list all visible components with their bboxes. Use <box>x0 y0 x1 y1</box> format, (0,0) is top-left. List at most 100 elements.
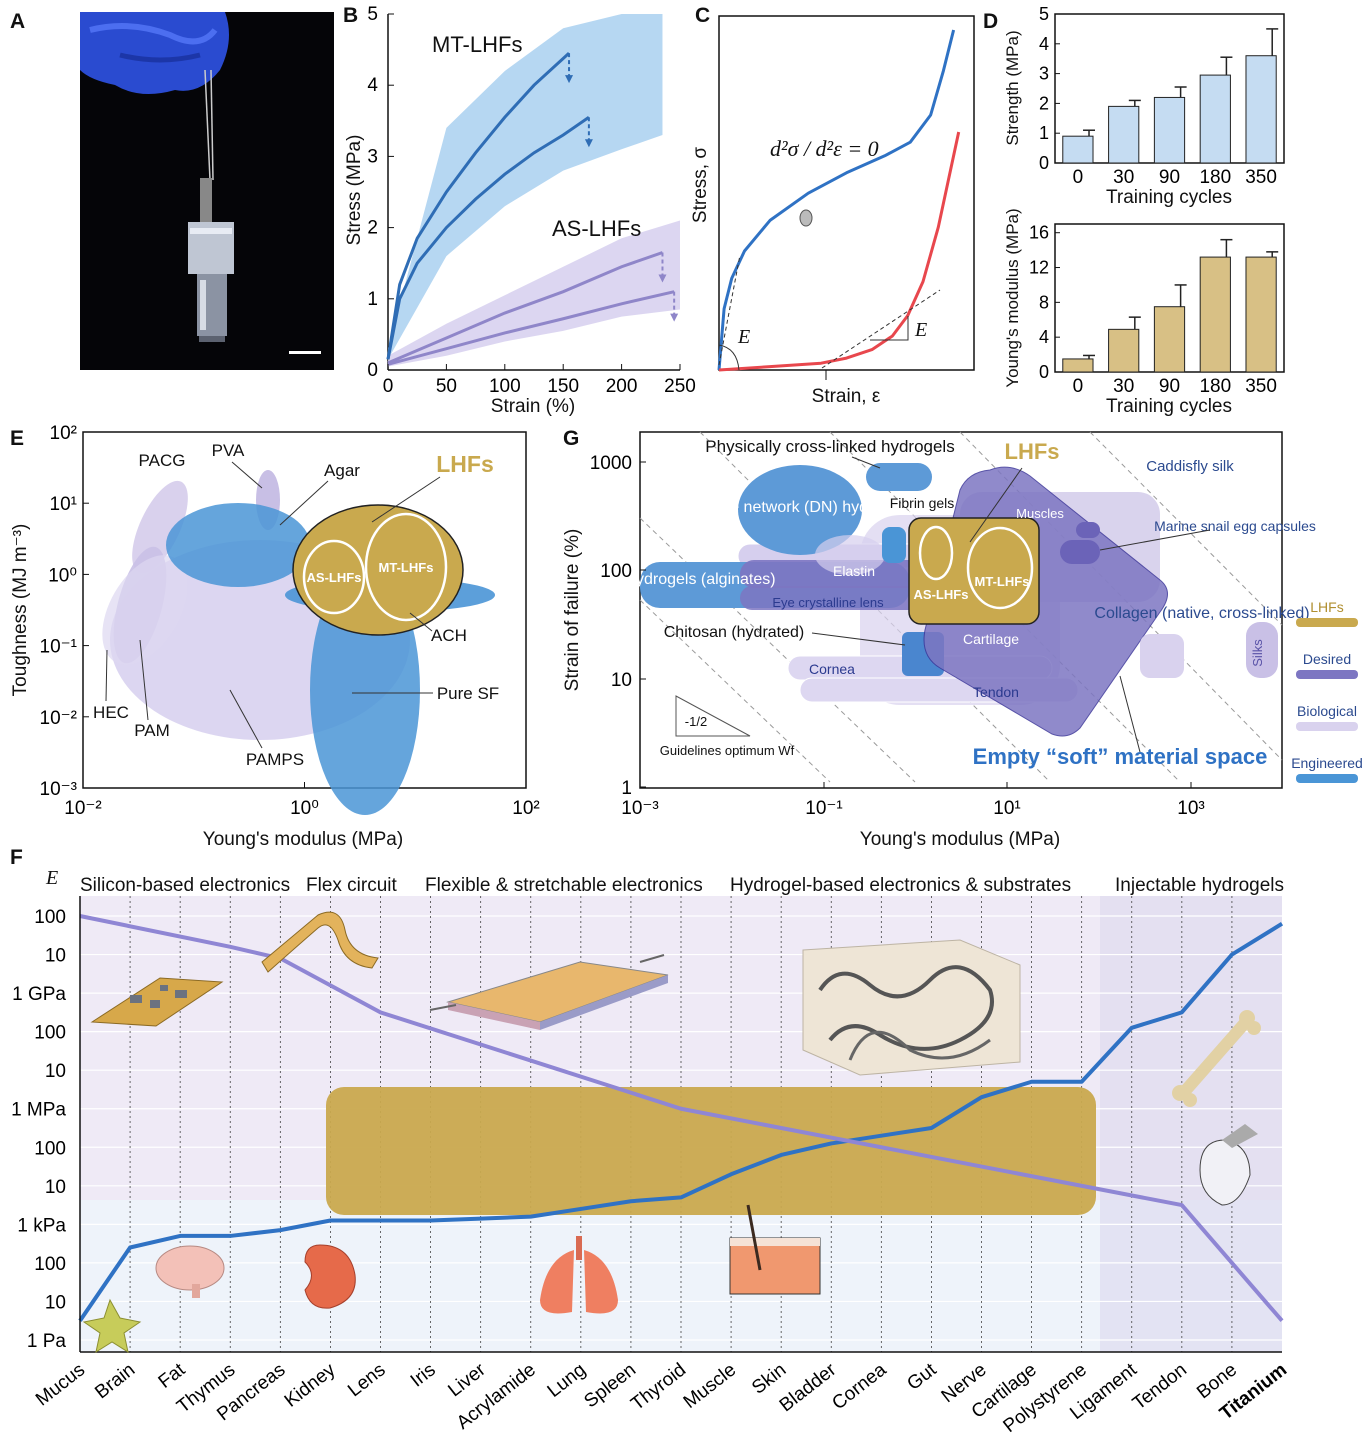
region-label: MT-LHFs <box>379 560 434 575</box>
category-label: Iris <box>407 1359 440 1391</box>
starfish-illustration <box>82 1298 142 1354</box>
section-label: Flex circuit <box>306 875 398 896</box>
y-tick-label: 8 <box>1039 292 1049 312</box>
ashby-strain-chart-g: Physically cross-linked hydrogels LHFs C… <box>562 431 1363 850</box>
region-label: Elastin <box>833 563 875 579</box>
legend-label: Engineered <box>1291 755 1363 771</box>
region-label: PAM <box>134 721 170 740</box>
region-label: Agar <box>324 461 360 480</box>
region-label: Pure SF <box>437 684 499 703</box>
category-label: Mucus <box>32 1359 89 1410</box>
x-tick-label: 0 <box>1073 376 1084 397</box>
flex-circuit-illustration <box>261 911 379 973</box>
x-tick-label: 150 <box>547 376 579 397</box>
region-label: PACG <box>139 451 186 470</box>
x-tick-label: 200 <box>606 376 638 397</box>
photo-panel-a <box>80 12 334 370</box>
x-tick-label: 90 <box>1159 376 1180 397</box>
bar <box>1062 358 1094 373</box>
y-tick-label: 10⁻² <box>40 708 78 729</box>
x-tick-label: 10⁻² <box>64 798 102 819</box>
region-label: Double network (DN) hydrogels <box>688 499 911 516</box>
panel-label-c: C <box>695 4 710 27</box>
x-tick-label: 10³ <box>1177 798 1204 819</box>
y-tick-label: 10 <box>45 946 66 967</box>
y-axis-label: Stress (MPa) <box>344 135 365 246</box>
category-label: Kidney <box>281 1359 340 1412</box>
y-axis-label: E <box>45 867 58 889</box>
category-label: Lens <box>344 1359 389 1401</box>
series-line <box>718 131 961 372</box>
category-label: Fat <box>155 1359 190 1393</box>
series-line-MT-LHFs <box>386 116 590 360</box>
x-axis-label: Strain, ε <box>812 386 881 407</box>
region-label: MT-LHFs <box>975 574 1030 589</box>
leader-lines <box>811 456 1211 753</box>
section-label: Silicon-based electronics <box>80 875 290 896</box>
panel-label-g: G <box>563 427 579 450</box>
x-tick-label: 180 <box>1199 376 1231 397</box>
x-axis-label: Strain (%) <box>491 396 575 417</box>
stretchable-electronics-illustration <box>429 954 669 1030</box>
region-label-lhfs: LHFs <box>436 451 494 477</box>
y-tick-label: 2 <box>367 218 378 239</box>
series-line <box>717 29 956 371</box>
series-line-MT-LHFs <box>386 52 571 360</box>
y-tick-label: 10⁰ <box>48 565 77 586</box>
y-tick-label: 1 <box>621 778 632 799</box>
region-label: Tendon <box>973 684 1019 700</box>
y-tick-label: 10¹ <box>50 494 77 515</box>
y-tick-label: 4 <box>1039 34 1049 54</box>
modulus-bar-chart: 0 30 90 180 350 0 4 8 12 16 Training cycles Young… <box>1003 208 1285 417</box>
x-tick-label: 10⁻³ <box>621 798 659 819</box>
series-line-AS-LHFs <box>387 251 663 365</box>
category-label: Thyroid <box>627 1359 690 1415</box>
x-tick-label: 10² <box>512 798 539 819</box>
y-tick-label: 3 <box>1039 64 1049 84</box>
section-label: Hydrogel-based electronics & substrates <box>730 875 1071 896</box>
slope-triangle <box>675 695 751 737</box>
y-tick-label: 10 <box>45 1292 66 1313</box>
y-tick-label: 10 <box>45 1177 66 1198</box>
region-label: Eye crystalline lens <box>772 595 884 610</box>
series-line <box>78 922 1284 1322</box>
legend-swatch <box>1296 774 1358 783</box>
x-tick-label: 30 <box>1113 167 1134 188</box>
y-tick-label: 0 <box>1039 362 1049 382</box>
y-tick-label: 2 <box>1039 93 1049 113</box>
legend-swatch <box>1296 722 1358 731</box>
bar <box>1108 328 1140 373</box>
x-axis-label: Young's modulus (MPa) <box>203 829 403 850</box>
material-regions <box>640 463 1278 737</box>
slope-label-red: E <box>914 319 927 341</box>
failure-arrowhead <box>658 274 667 283</box>
hydrogel-network-illustration <box>802 939 1021 1076</box>
legend-swatch <box>1296 670 1358 679</box>
y-tick-label: 5 <box>367 4 378 25</box>
series-line <box>79 914 1284 1323</box>
x-axis-label: Young's modulus (MPa) <box>860 829 1060 850</box>
lung-illustration <box>540 1236 618 1314</box>
bar <box>1245 256 1277 373</box>
bar <box>1199 256 1231 373</box>
brain-illustration <box>155 1245 225 1298</box>
panel-label-e: E <box>10 427 24 450</box>
x-tick-label: 180 <box>1199 167 1231 188</box>
category-label: Tendon <box>1129 1359 1191 1414</box>
slope-label: E <box>737 326 750 348</box>
x-tick-label: 50 <box>436 376 457 397</box>
category-label: Bladder <box>776 1359 841 1416</box>
y-tick-label: 100 <box>600 561 632 582</box>
region-label: Muscles <box>1016 506 1064 521</box>
y-tick-label: 10 <box>611 670 632 691</box>
legend-label: Desired <box>1303 651 1351 667</box>
category-label: Cornea <box>828 1359 890 1414</box>
x-tick-label: 100 <box>489 376 521 397</box>
legend-label: Biological <box>1297 703 1357 719</box>
panel-label-a: A <box>10 10 25 33</box>
ashby-toughness-chart-e: PACG PVA Agar LHFs AS-LHFs MT-LHFs ACH P… <box>10 423 540 850</box>
y-axis-label: Young's modulus (MPa) <box>1003 208 1022 387</box>
injectable-hydrogel-illustration <box>1199 1124 1258 1206</box>
region-label: PAMPS <box>246 750 304 769</box>
